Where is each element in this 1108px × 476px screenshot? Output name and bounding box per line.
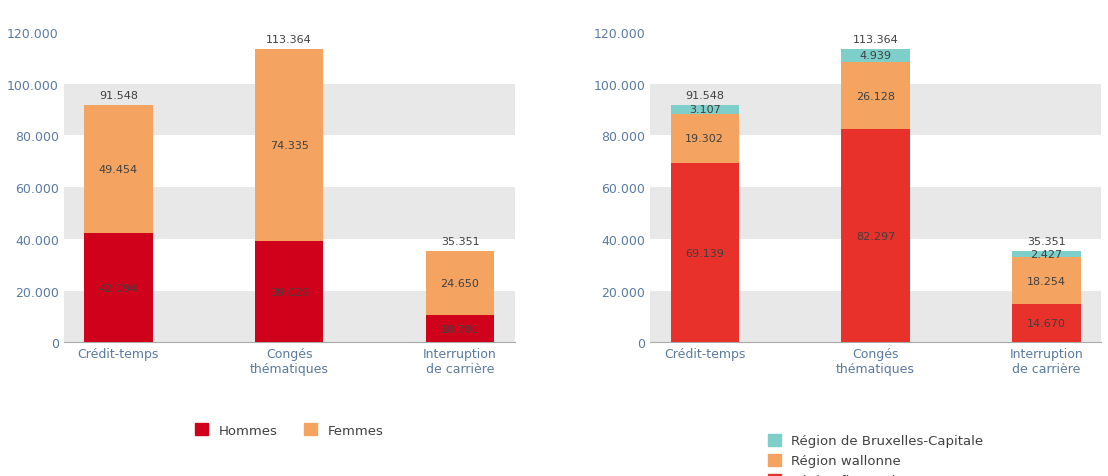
Bar: [425, 315, 494, 343]
Text: 26.128: 26.128: [856, 91, 895, 101]
Bar: [670, 164, 739, 343]
Text: 3.107: 3.107: [689, 105, 720, 115]
Text: 91.548: 91.548: [99, 91, 137, 101]
Text: 35.351: 35.351: [441, 236, 480, 246]
Bar: [670, 114, 739, 164]
Text: 4.939: 4.939: [860, 51, 892, 61]
Text: 49.454: 49.454: [99, 165, 137, 175]
Text: 18.254: 18.254: [1027, 276, 1066, 286]
Text: 10.701: 10.701: [441, 324, 480, 334]
Text: 24.650: 24.650: [441, 278, 480, 288]
Bar: [670, 106, 739, 114]
Text: 19.302: 19.302: [685, 134, 725, 144]
Text: 74.335: 74.335: [269, 141, 309, 151]
Text: 2.427: 2.427: [1030, 249, 1063, 259]
Bar: [63, 291, 515, 343]
Bar: [1013, 305, 1080, 343]
Legend: Hommes, Femmes: Hommes, Femmes: [195, 424, 383, 437]
Bar: [1013, 258, 1080, 305]
Bar: [650, 188, 1101, 239]
Bar: [255, 50, 324, 242]
Text: 113.364: 113.364: [853, 35, 899, 45]
Bar: [63, 84, 515, 136]
Text: 39.029: 39.029: [269, 288, 309, 298]
Text: 35.351: 35.351: [1027, 236, 1066, 246]
Bar: [425, 251, 494, 315]
Bar: [841, 50, 910, 63]
Bar: [650, 291, 1101, 343]
Bar: [84, 234, 153, 343]
Text: 14.670: 14.670: [1027, 319, 1066, 329]
Legend: Région de Bruxelles-Capitale, Région wallonne, Région flamande: Région de Bruxelles-Capitale, Région wal…: [768, 434, 984, 476]
Bar: [841, 63, 910, 130]
Bar: [84, 106, 153, 234]
Bar: [1013, 251, 1080, 258]
Bar: [63, 188, 515, 239]
Text: 69.139: 69.139: [685, 248, 725, 258]
Bar: [841, 130, 910, 343]
Text: 82.297: 82.297: [855, 231, 895, 241]
Bar: [255, 242, 324, 343]
Bar: [650, 84, 1101, 136]
Text: 113.364: 113.364: [266, 35, 312, 45]
Text: 42.094: 42.094: [99, 283, 137, 293]
Text: 91.548: 91.548: [685, 91, 725, 101]
